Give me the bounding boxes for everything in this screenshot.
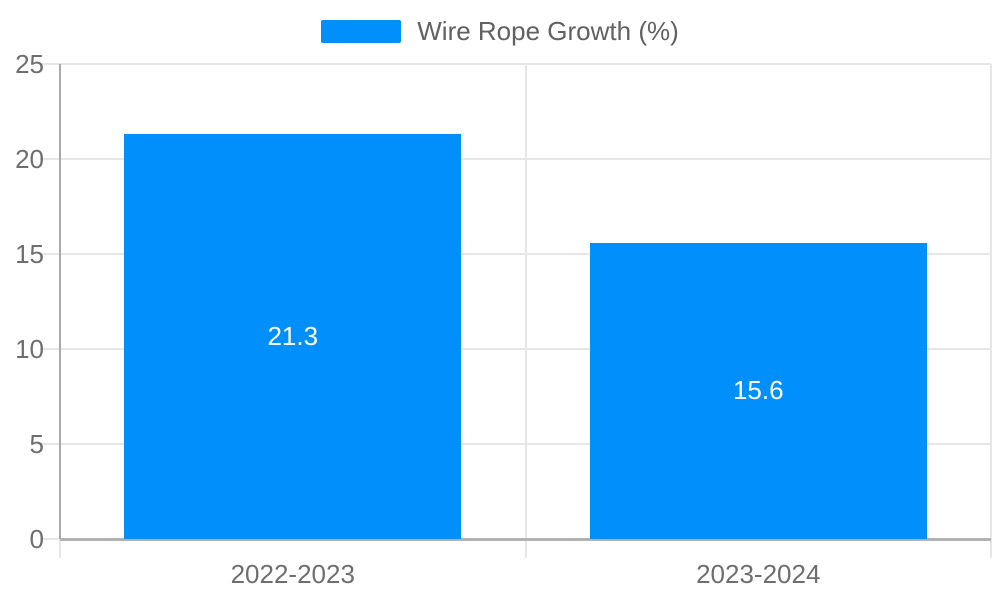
- y-tick-label: 25: [15, 49, 44, 79]
- bar[interactable]: 15.6: [589, 242, 927, 539]
- bar[interactable]: 21.3: [124, 134, 462, 539]
- y-tick: [40, 253, 60, 255]
- legend-label: Wire Rope Growth (%): [417, 16, 679, 46]
- y-tick-label: 10: [15, 334, 44, 364]
- y-tick-label: 0: [29, 524, 44, 554]
- x-tick: [59, 539, 61, 558]
- y-tick: [40, 63, 60, 65]
- x-tick: [524, 539, 527, 558]
- y-tick: [40, 443, 60, 445]
- legend-swatch: [321, 19, 402, 43]
- category-gridline: [524, 64, 527, 539]
- x-tick: [990, 539, 992, 558]
- x-category-label: 2023-2024: [696, 559, 821, 589]
- y-tick: [40, 158, 60, 160]
- bar-value-label: 21.3: [267, 321, 319, 352]
- bar-value-label: 15.6: [732, 375, 784, 406]
- y-tick-label: 15: [15, 239, 44, 269]
- y-tick-label: 20: [15, 144, 44, 174]
- y-tick: [40, 538, 60, 540]
- x-axis-line: [60, 538, 991, 541]
- y-tick: [40, 348, 60, 350]
- x-category-label: 2022-2023: [230, 559, 355, 589]
- category-gridline: [990, 64, 992, 539]
- legend-item[interactable]: Wire Rope Growth (%): [0, 14, 1000, 48]
- y-tick-label: 5: [29, 429, 44, 459]
- y-axis-line: [59, 64, 61, 539]
